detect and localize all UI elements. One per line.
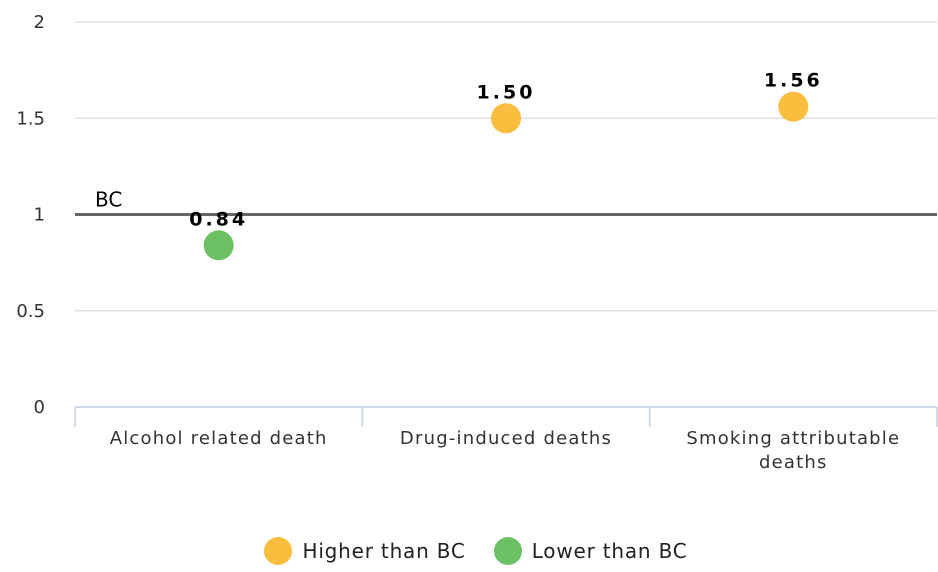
legend-label-lower: Lower than BC [531, 539, 688, 563]
x-axis-ticks: Alcohol related death Drug-induced deaths… [110, 428, 900, 473]
data-point[interactable] [203, 230, 234, 261]
data-points [203, 91, 809, 261]
gridlines [75, 21, 937, 312]
y-tick-label: 0 [34, 397, 45, 418]
data-point[interactable] [778, 91, 809, 122]
legend-item-lower[interactable]: Lower than BC [493, 537, 688, 565]
reference-line-label: BC [95, 188, 122, 212]
x-tick-label: Drug-induced deaths [400, 428, 612, 449]
legend-marker-higher-icon [264, 537, 293, 565]
x-tick-label: Alcohol related death [110, 428, 328, 449]
legend-item-higher[interactable]: Higher than BC [264, 537, 465, 565]
legend: Higher than BC Lower than BC [0, 537, 938, 565]
reference-line-group: BC [75, 188, 937, 216]
data-label: 0.84 [189, 208, 248, 230]
y-tick-label: 2 [34, 12, 45, 33]
y-tick-label: 0.5 [16, 301, 45, 322]
y-axis-ticks: 0 0.5 1 1.5 2 [16, 12, 45, 418]
data-point[interactable] [491, 103, 521, 134]
x-axis [74, 406, 938, 427]
legend-marker-lower-icon [493, 537, 522, 565]
x-tick-label: Smoking attributable deaths [686, 428, 900, 473]
data-labels: 0.84 1.50 1.56 [189, 70, 823, 231]
data-label: 1.50 [477, 81, 536, 103]
y-tick-label: 1.5 [16, 108, 45, 129]
legend-label-higher: Higher than BC [302, 539, 466, 563]
data-label: 1.56 [764, 70, 823, 92]
y-tick-label: 1 [34, 205, 45, 226]
